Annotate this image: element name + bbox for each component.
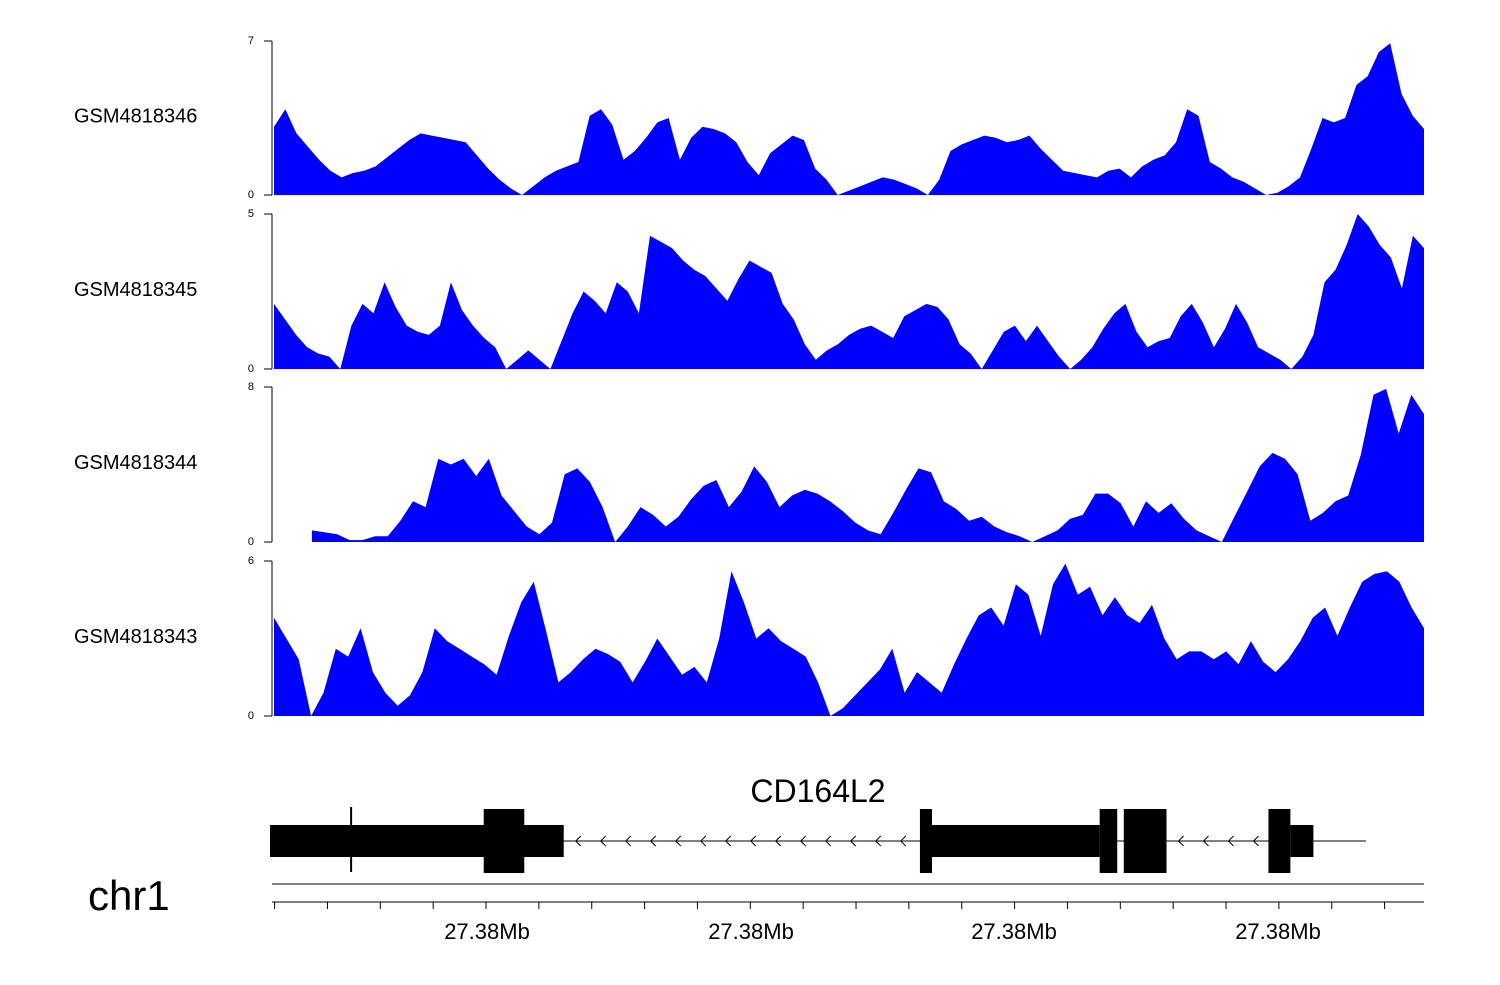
strand-arrow [775,835,782,847]
strand-arrow [625,835,632,847]
y-tick-label: 0 [248,710,254,722]
strand-arrow [1202,835,1209,847]
track-label: GSM4818345 [74,279,197,301]
y-tick-label: 0 [248,536,254,548]
x-tick-label: 27.38Mb [708,919,794,944]
y-tick-label: 0 [248,363,254,375]
gene-exon [1290,825,1314,857]
strand-arrow [750,835,757,847]
signal-area [274,214,1424,369]
gene-name: CD164L2 [750,773,885,809]
strand-arrow [1252,835,1259,847]
track-label: GSM4818343 [74,626,197,648]
x-tick-label: 27.38Mb [971,919,1057,944]
y-tick-label: 6 [248,555,254,567]
track-label: GSM4818344 [74,452,197,474]
strand-arrow [600,835,607,847]
strand-arrow [650,835,657,847]
strand-arrow [800,835,807,847]
gene-exon [1099,809,1118,873]
y-tick-label: 0 [248,189,254,201]
strand-arrow [725,835,732,847]
strand-arrow [700,835,707,847]
gene-exon [483,809,525,873]
y-tick-label: 7 [248,35,254,47]
x-tick-label: 27.38Mb [444,919,530,944]
strand-arrow [675,835,682,847]
strand-arrow [1177,835,1184,847]
strand-arrow [850,835,857,847]
strand-arrow [825,835,832,847]
gene-exon [919,809,932,873]
strand-arrow [575,835,582,847]
gene-exon [1123,809,1167,873]
chromosome-label: chr1 [88,872,170,919]
strand-arrow [900,835,907,847]
y-tick-label: 8 [248,381,254,393]
y-tick-label: 5 [248,208,254,220]
signal-area [274,563,1424,716]
signal-area [274,43,1424,196]
track-label: GSM4818346 [74,105,197,127]
strand-arrow [1227,835,1234,847]
strand-arrow [875,835,882,847]
gene-exon [1268,809,1291,873]
gene-exon [931,825,1100,857]
signal-area [311,388,1424,542]
x-tick-label: 27.38Mb [1235,919,1321,944]
